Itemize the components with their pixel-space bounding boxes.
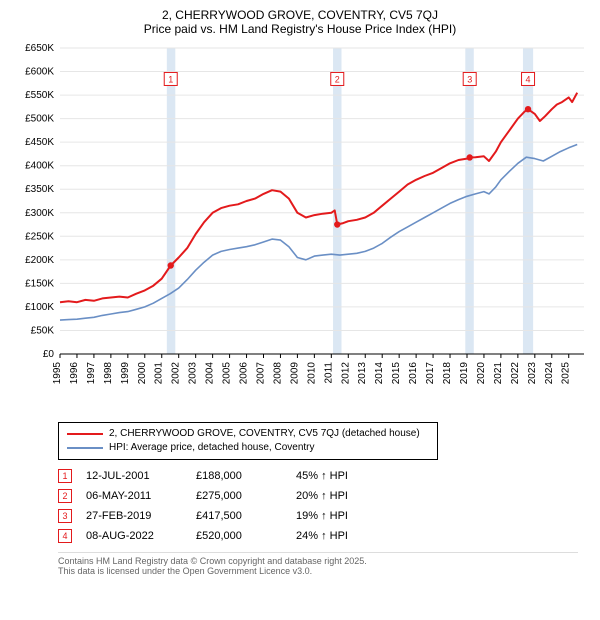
x-tick-label: 2012 <box>340 362 351 385</box>
event-dot <box>334 221 340 227</box>
event-band <box>167 48 175 354</box>
x-tick-label: 2003 <box>188 362 199 385</box>
event-price: £275,000 <box>196 486 296 506</box>
y-tick-label: £350K <box>25 184 54 195</box>
y-tick-label: £50K <box>31 325 55 336</box>
x-tick-label: 1997 <box>86 362 97 385</box>
x-tick-label: 2022 <box>510 362 521 385</box>
x-tick-label: 2007 <box>255 362 266 385</box>
attribution-line1: Contains HM Land Registry data © Crown c… <box>58 556 578 566</box>
event-band <box>333 48 341 354</box>
event-delta: 24% ↑ HPI <box>296 526 362 546</box>
x-tick-label: 1999 <box>120 362 131 385</box>
event-date: 27-FEB-2019 <box>86 506 196 526</box>
y-tick-label: £550K <box>25 90 54 101</box>
event-row: 3 27-FEB-2019£417,50019% ↑ HPI <box>58 506 362 526</box>
event-dot <box>525 106 531 112</box>
y-tick-label: £600K <box>25 67 54 78</box>
legend: 2, CHERRYWOOD GROVE, COVENTRY, CV5 7QJ (… <box>58 422 438 460</box>
event-dot <box>168 262 174 268</box>
event-marker-icon: 1 <box>58 469 72 483</box>
x-tick-label: 2008 <box>272 362 283 385</box>
attribution: Contains HM Land Registry data © Crown c… <box>58 552 578 576</box>
x-tick-label: 2020 <box>476 362 487 385</box>
x-tick-label: 2014 <box>374 362 385 385</box>
y-tick-label: £250K <box>25 231 54 242</box>
x-tick-label: 2006 <box>239 362 250 385</box>
y-tick-label: £500K <box>25 114 54 125</box>
event-marker-icon: 3 <box>58 509 72 523</box>
y-tick-label: £400K <box>25 161 54 172</box>
chart-container: 2, CHERRYWOOD GROVE, COVENTRY, CV5 7QJ P… <box>0 0 600 580</box>
x-tick-label: 2017 <box>425 362 436 385</box>
legend-swatch <box>67 447 103 449</box>
x-tick-label: 2002 <box>171 362 182 385</box>
event-marker-icon: 4 <box>58 529 72 543</box>
legend-label: 2, CHERRYWOOD GROVE, COVENTRY, CV5 7QJ (… <box>109 427 420 441</box>
y-tick-label: £650K <box>25 44 54 54</box>
event-price: £520,000 <box>196 526 296 546</box>
event-band <box>465 48 473 354</box>
x-tick-label: 1995 <box>52 362 63 385</box>
legend-item: 2, CHERRYWOOD GROVE, COVENTRY, CV5 7QJ (… <box>67 427 429 441</box>
event-date: 08-AUG-2022 <box>86 526 196 546</box>
x-tick-label: 2005 <box>222 362 233 385</box>
event-price: £417,500 <box>196 506 296 526</box>
legend-item: HPI: Average price, detached house, Cove… <box>67 441 429 455</box>
event-delta: 45% ↑ HPI <box>296 466 362 486</box>
event-marker-label: 2 <box>335 74 340 84</box>
event-row: 4 08-AUG-2022£520,00024% ↑ HPI <box>58 526 362 546</box>
x-tick-label: 1996 <box>69 362 80 385</box>
title-block: 2, CHERRYWOOD GROVE, COVENTRY, CV5 7QJ P… <box>8 8 592 36</box>
x-tick-label: 2019 <box>459 362 470 385</box>
y-tick-label: £0 <box>43 349 55 360</box>
event-marker-label: 3 <box>467 74 472 84</box>
title-subtitle: Price paid vs. HM Land Registry's House … <box>8 22 592 36</box>
x-tick-label: 2013 <box>357 362 368 385</box>
x-tick-label: 1998 <box>103 362 114 385</box>
x-tick-label: 2000 <box>137 362 148 385</box>
x-tick-label: 2001 <box>154 362 165 385</box>
event-price: £188,000 <box>196 466 296 486</box>
x-tick-label: 2025 <box>561 362 572 385</box>
chart-area: £0 £50K £100K £150K £200K £250K £300K £350K £400… <box>8 44 592 414</box>
event-row: 1 12-JUL-2001£188,00045% ↑ HPI <box>58 466 362 486</box>
legend-label: HPI: Average price, detached house, Cove… <box>109 441 315 455</box>
x-tick-label: 2015 <box>391 362 402 385</box>
y-tick-label: £100K <box>25 302 54 313</box>
event-marker-label: 1 <box>168 74 173 84</box>
x-tick-label: 2016 <box>408 362 419 385</box>
y-tick-label: £200K <box>25 255 54 266</box>
line-chart: £0 £50K £100K £150K £200K £250K £300K £350K £400… <box>8 44 588 414</box>
events-table: 1 12-JUL-2001£188,00045% ↑ HPI 2 06-MAY-201… <box>58 466 592 546</box>
y-tick-label: £300K <box>25 208 54 219</box>
event-row: 2 06-MAY-2011£275,00020% ↑ HPI <box>58 486 362 506</box>
x-tick-label: 2010 <box>306 362 317 385</box>
event-delta: 19% ↑ HPI <box>296 506 362 526</box>
attribution-line2: This data is licensed under the Open Gov… <box>58 566 578 576</box>
x-tick-label: 2023 <box>527 362 538 385</box>
event-band <box>523 48 533 354</box>
event-marker-label: 4 <box>526 74 531 84</box>
event-date: 06-MAY-2011 <box>86 486 196 506</box>
event-marker-icon: 2 <box>58 489 72 503</box>
x-tick-label: 2011 <box>323 362 334 384</box>
event-date: 12-JUL-2001 <box>86 466 196 486</box>
y-tick-label: £450K <box>25 137 54 148</box>
title-address: 2, CHERRYWOOD GROVE, COVENTRY, CV5 7QJ <box>8 8 592 22</box>
event-dot <box>467 154 473 160</box>
legend-swatch <box>67 433 103 435</box>
x-tick-label: 2024 <box>544 362 555 385</box>
x-tick-label: 2009 <box>289 362 300 385</box>
y-tick-label: £150K <box>25 278 54 289</box>
x-tick-label: 2004 <box>205 362 216 385</box>
x-tick-label: 2018 <box>442 362 453 385</box>
event-delta: 20% ↑ HPI <box>296 486 362 506</box>
x-tick-label: 2021 <box>493 362 504 385</box>
